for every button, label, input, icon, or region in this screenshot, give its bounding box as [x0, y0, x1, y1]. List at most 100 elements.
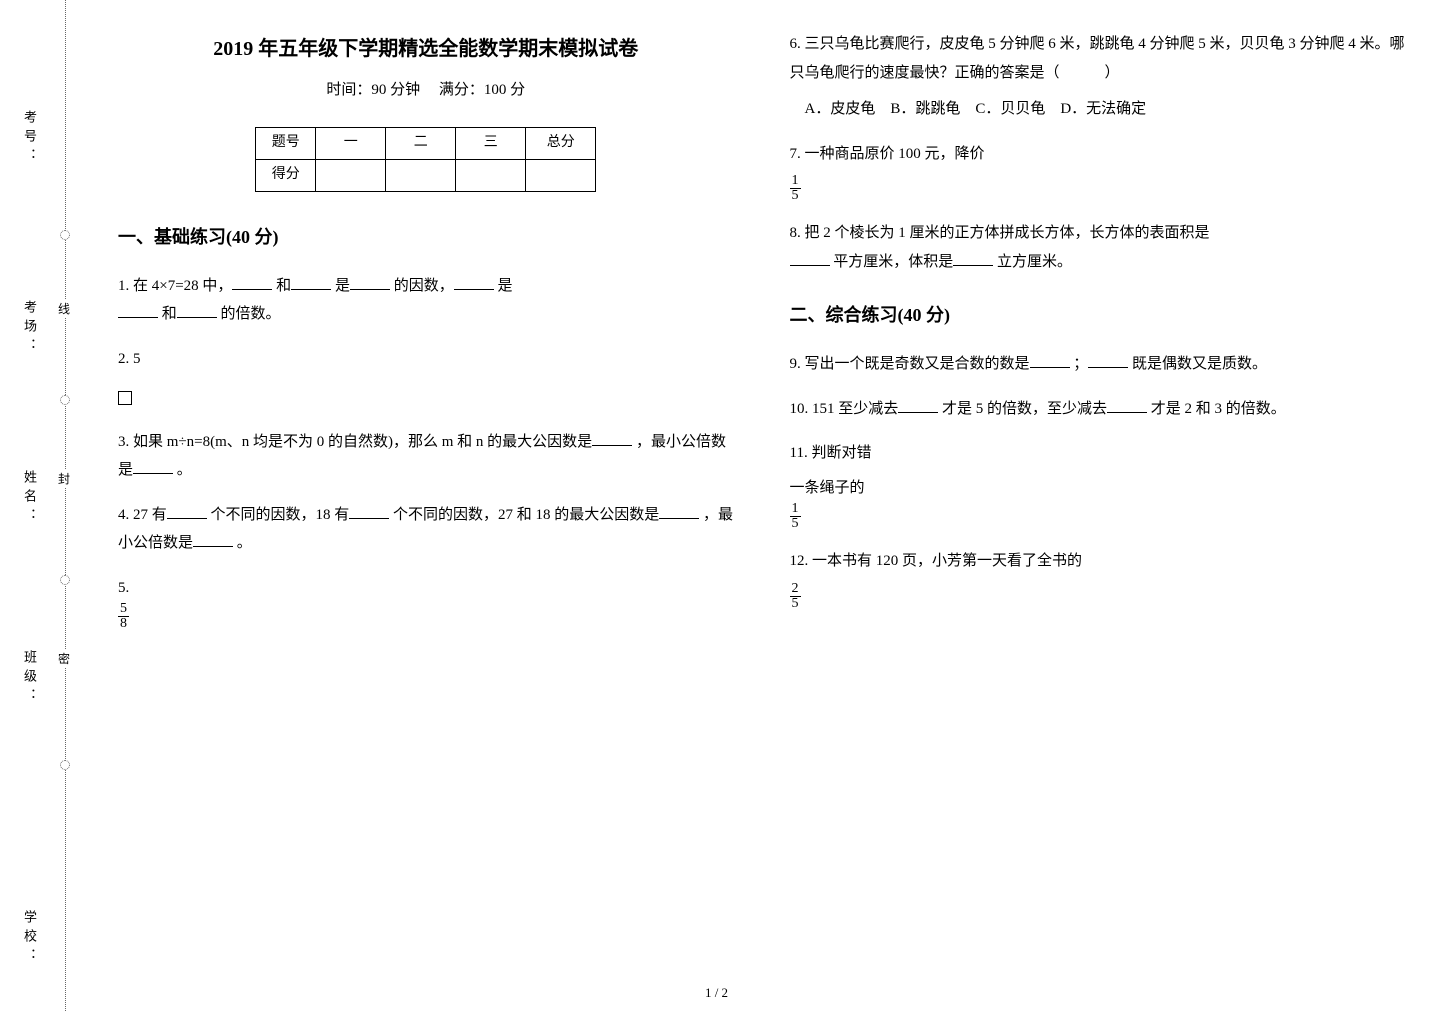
question-8: 8. 把 2 个棱长为 1 厘米的正方体拼成长方体，长方体的表面积是 平方厘米，… [790, 219, 1406, 276]
blank [349, 504, 389, 519]
q1-text: 和 [162, 306, 177, 322]
fraction-numerator: 1 [790, 174, 801, 189]
score-head-3: 三 [456, 127, 526, 159]
margin-label-banji: 班级： [20, 650, 39, 707]
q1-text: 1. 在 4×7=28 中， [118, 278, 232, 294]
question-6: 6. 三只乌龟比赛爬行，皮皮龟 5 分钟爬 6 米，跳跳龟 4 分钟爬 5 米，… [790, 30, 1406, 124]
blank [350, 275, 390, 290]
q8-text: 8. 把 2 个棱长为 1 厘米的正方体拼成长方体，长方体的表面积是 [790, 225, 1210, 241]
q1-text: 是 [335, 278, 350, 294]
blank [1088, 353, 1128, 368]
time-label: 时间：90 分钟 [326, 82, 420, 98]
score-table: 题号 一 二 三 总分 得分 [255, 127, 596, 192]
fraction-numerator: 2 [790, 582, 801, 597]
margin-label-xuexiao: 学校： [20, 910, 39, 967]
blank [177, 303, 217, 318]
fraction-denominator: 8 [118, 617, 129, 631]
fraction: 1 5 [790, 502, 801, 531]
margin-inline-mi: 密 [58, 650, 70, 667]
margin-circle [60, 575, 70, 585]
checkbox-icon [118, 391, 132, 405]
question-2: 2. 5 [118, 345, 734, 412]
question-1: 1. 在 4×7=28 中， 和 是 的因数， 是 和 的倍数。 [118, 272, 734, 329]
q1-text: 是 [497, 278, 512, 294]
left-column: 2019 年五年级下学期精选全能数学期末模拟试卷 时间：90 分钟 满分：100… [90, 0, 762, 1011]
q8-text: 立方厘米。 [997, 254, 1072, 270]
fraction-numerator: 1 [790, 502, 801, 517]
score-cell [456, 159, 526, 191]
score-cell [316, 159, 386, 191]
q4-text: 个不同的因数，18 有 [211, 507, 350, 523]
blank [232, 275, 272, 290]
fraction: 5 8 [118, 602, 129, 631]
blank [118, 303, 158, 318]
q6-text: 6. 三只乌龟比赛爬行，皮皮龟 5 分钟爬 6 米，跳跳龟 4 分钟爬 5 米，… [790, 30, 1406, 87]
margin-label-kaohao: 考号： [20, 110, 39, 167]
q4-text: 。 [237, 535, 252, 551]
q7-text: 7. 一种商品原价 100 元，降价 [790, 140, 1406, 169]
margin-inline-xian: 线 [58, 300, 70, 317]
margin-circle [60, 760, 70, 770]
q9-text: 9. 写出一个既是奇数又是合数的数是 [790, 356, 1030, 372]
blank [167, 504, 207, 519]
blank [1030, 353, 1070, 368]
right-column: 6. 三只乌龟比赛爬行，皮皮龟 5 分钟爬 6 米，跳跳龟 4 分钟爬 5 米，… [762, 0, 1433, 1011]
q4-text: 4. 27 有 [118, 507, 167, 523]
dotted-vertical-line [65, 0, 66, 1011]
q2-text: 2. 5 [118, 345, 734, 374]
blank [898, 398, 938, 413]
margin-label-kaochang: 考场： [20, 300, 39, 357]
score-row-label: 得分 [256, 159, 316, 191]
q4-text: 个不同的因数，27 和 18 的最大公因数是 [393, 507, 659, 523]
q6-options: A．皮皮龟 B．跳跳龟 C．贝贝龟 D．无法确定 [790, 95, 1406, 124]
binding-margin: 考号： 线 考场： 封 姓名： 密 班级： 学校： [0, 0, 90, 1011]
blank [953, 251, 993, 266]
exam-title: 2019 年五年级下学期精选全能数学期末模拟试卷 [118, 30, 734, 68]
q10-text: 才是 2 和 3 的倍数。 [1151, 401, 1286, 417]
blank [133, 459, 173, 474]
blank [291, 275, 331, 290]
fraction-denominator: 5 [790, 189, 801, 203]
q1-text: 的倍数。 [221, 306, 281, 322]
margin-circle [60, 395, 70, 405]
question-5: 5. 5 8 [118, 574, 734, 632]
fraction-denominator: 5 [790, 517, 801, 531]
question-7: 7. 一种商品原价 100 元，降价 1 5 [790, 140, 1406, 204]
blank [592, 431, 632, 446]
margin-inline-feng: 封 [58, 470, 70, 487]
fraction-denominator: 5 [790, 597, 801, 611]
score-cell [526, 159, 596, 191]
q3-text: 3. 如果 m÷n=8(m、n 均是不为 0 的自然数)，那么 m 和 n 的最… [118, 434, 592, 450]
q11b-text: 一条绳子的 [790, 474, 1406, 503]
q1-text: 的因数， [394, 278, 454, 294]
section-2-heading: 二、综合练习(40 分) [790, 298, 1406, 332]
question-10: 10. 151 至少减去 才是 5 的倍数，至少减去 才是 2 和 3 的倍数。 [790, 395, 1406, 424]
score-head-2: 二 [386, 127, 456, 159]
fraction-numerator: 5 [118, 602, 129, 617]
margin-label-xingming: 姓名： [20, 470, 39, 527]
q11-text: 11. 判断对错 [790, 439, 1406, 468]
blank [193, 532, 233, 547]
blank [659, 504, 699, 519]
q10-text: 10. 151 至少减去 [790, 401, 899, 417]
section-1-heading: 一、基础练习(40 分) [118, 220, 734, 254]
question-11: 11. 判断对错 一条绳子的 1 5 [790, 439, 1406, 531]
fullmark-label: 满分：100 分 [439, 82, 525, 98]
blank [1107, 398, 1147, 413]
question-9: 9. 写出一个既是奇数又是合数的数是 ； 既是偶数又是质数。 [790, 350, 1406, 379]
blank [454, 275, 494, 290]
question-3: 3. 如果 m÷n=8(m、n 均是不为 0 的自然数)，那么 m 和 n 的最… [118, 428, 734, 485]
q3-text: 。 [177, 462, 192, 478]
fraction: 1 5 [790, 174, 801, 203]
score-head-label: 题号 [256, 127, 316, 159]
question-12: 12. 一本书有 120 页，小芳第一天看了全书的 2 5 [790, 547, 1406, 611]
q10-text: 才是 5 的倍数，至少减去 [942, 401, 1107, 417]
question-4: 4. 27 有 个不同的因数，18 有 个不同的因数，27 和 18 的最大公因… [118, 501, 734, 558]
exam-subtitle: 时间：90 分钟 满分：100 分 [118, 76, 734, 105]
q12-text: 12. 一本书有 120 页，小芳第一天看了全书的 [790, 547, 1406, 576]
q9-text: 既是偶数又是质数。 [1132, 356, 1267, 372]
page-number: 1 / 2 [705, 985, 728, 1001]
q8-text: 平方厘米，体积是 [833, 254, 953, 270]
q1-text: 和 [276, 278, 291, 294]
score-head-1: 一 [316, 127, 386, 159]
